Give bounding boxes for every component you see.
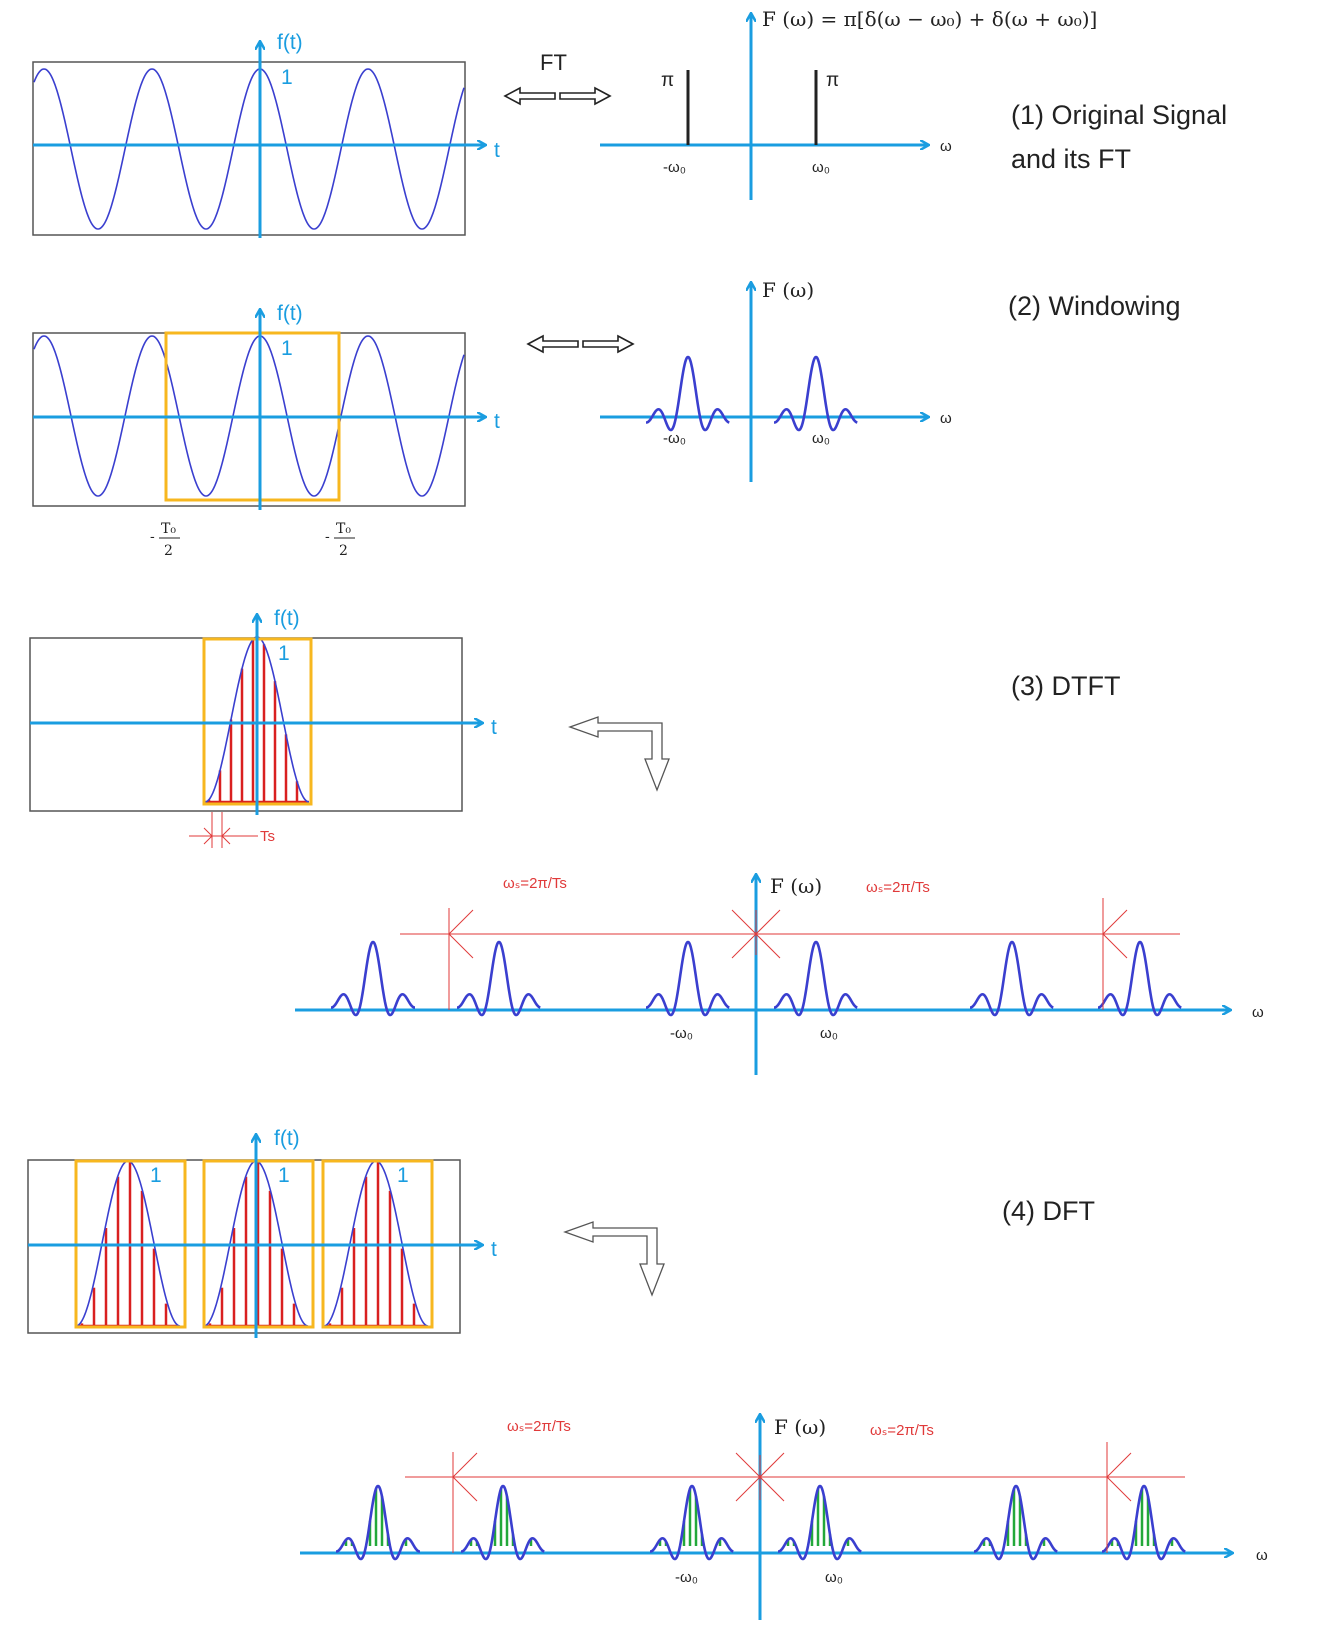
sinc-lobe — [774, 940, 858, 1017]
pi-label-neg: π — [661, 70, 674, 91]
ft-label: f(t) — [277, 31, 303, 54]
time-plot-frame — [32, 332, 466, 507]
sinc-spectrum — [646, 355, 858, 432]
t-label: t — [491, 1238, 497, 1261]
section-1-title-line1: (1) Original Signal — [1011, 100, 1227, 130]
minus-sign: - — [325, 529, 330, 545]
section-2: f(t) 1 t - T₀ 2 - T₀ 2 F (ω) -ω₀ ω₀ ω (2… — [32, 278, 1181, 559]
neg-w0-label: -ω₀ — [663, 430, 686, 447]
w0-label: ω₀ — [812, 159, 830, 176]
omega-label: ω — [940, 410, 952, 427]
sinc-lobe — [331, 940, 415, 1017]
t0-denominator: 2 — [164, 543, 173, 559]
sampled-periodic-spectrum — [336, 1484, 1186, 1561]
time-plot-frame — [32, 61, 466, 236]
sinc-lobe — [1098, 940, 1182, 1017]
ws-dimension — [400, 898, 1180, 1010]
double-arrow-icon — [526, 334, 635, 354]
one-label-1: 1 — [150, 1164, 162, 1187]
sinc-lobe — [1102, 1484, 1186, 1561]
omega-label: ω — [1252, 1004, 1264, 1021]
neg-w0-label: -ω₀ — [663, 159, 686, 176]
omega-label: ω — [940, 138, 952, 155]
omega-label: ω — [1256, 1547, 1268, 1564]
ts-label: Ts — [260, 828, 275, 845]
section-3: f(t) 1 t Ts (3) DTFT — [29, 607, 1264, 1075]
ws-label-right: ωₛ=2π/Ts — [866, 879, 930, 896]
pi-label-pos: π — [826, 70, 839, 91]
neg-w0-label: -ω₀ — [675, 1569, 698, 1586]
section-2-title: (2) Windowing — [1008, 291, 1181, 321]
t0-numerator: T₀ — [336, 521, 351, 537]
t-label: t — [494, 139, 500, 162]
sinc-lobe — [646, 940, 730, 1017]
w0-label: ω₀ — [812, 430, 830, 447]
section-3-title: (3) DTFT — [1011, 671, 1120, 701]
sinc-lobe — [970, 940, 1054, 1017]
ft-label: f(t) — [274, 1127, 300, 1150]
one-label-3: 1 — [397, 1164, 409, 1187]
cosine-wave — [33, 68, 465, 230]
neg-half-period-label: - T₀ 2 — [150, 521, 180, 559]
periodic-sinc-spectrum — [331, 940, 1182, 1017]
ws-label-left: ωₛ=2π/Ts — [503, 875, 567, 892]
sinc-lobe — [974, 1484, 1058, 1561]
section-1-title-line2: and its FT — [1011, 144, 1131, 174]
F-label: F (ω) — [762, 278, 814, 302]
bent-arrow-icon — [563, 1221, 665, 1297]
sinc-lobe — [457, 940, 541, 1017]
ft-label: f(t) — [274, 607, 300, 630]
one-label-2: 1 — [278, 1164, 290, 1187]
bent-arrow-icon — [568, 716, 670, 792]
ft-formula: F (ω) = π[δ(ω − ω₀) + δ(ω + ω₀)] — [762, 7, 1097, 31]
t0-numerator: T₀ — [161, 521, 176, 537]
section-4-title: (4) DFT — [1002, 1196, 1095, 1226]
pos-half-period-label: - T₀ 2 — [325, 521, 355, 559]
F-label: F (ω) — [774, 1415, 826, 1439]
ws-label-right: ωₛ=2π/Ts — [870, 1422, 934, 1439]
t-label: t — [491, 716, 497, 739]
one-label: 1 — [278, 642, 290, 665]
w0-label: ω₀ — [825, 1569, 843, 1586]
neg-w0-label: -ω₀ — [670, 1025, 693, 1042]
t-label: t — [494, 410, 500, 433]
section-1: f(t) 1 t FT π π -ω₀ ω₀ ω F (ω) = π[δ(ω −… — [32, 7, 1227, 238]
ws-label-left: ωₛ=2π/Ts — [507, 1418, 571, 1435]
sinc-lobe — [461, 1484, 545, 1561]
double-arrow-icon — [503, 86, 612, 106]
one-label: 1 — [281, 66, 293, 89]
w0-label: ω₀ — [820, 1025, 838, 1042]
ft-transform-label: FT — [540, 50, 567, 75]
ws-dimension — [405, 1442, 1185, 1553]
sinc-lobe — [650, 1484, 734, 1561]
one-label: 1 — [281, 337, 293, 360]
cosine-wave — [33, 335, 465, 497]
F-label: F (ω) — [770, 874, 822, 898]
t0-denominator: 2 — [339, 543, 348, 559]
ft-label: f(t) — [277, 302, 303, 325]
sinc-lobe — [778, 1484, 862, 1561]
section-4: f(t) 1 1 1 t (4) DFT ωₛ=2π/Ts ωₛ=2π/Ts — [27, 1127, 1268, 1620]
minus-sign: - — [150, 529, 155, 545]
ts-dimension — [189, 812, 258, 848]
sinc-lobe — [336, 1484, 420, 1561]
